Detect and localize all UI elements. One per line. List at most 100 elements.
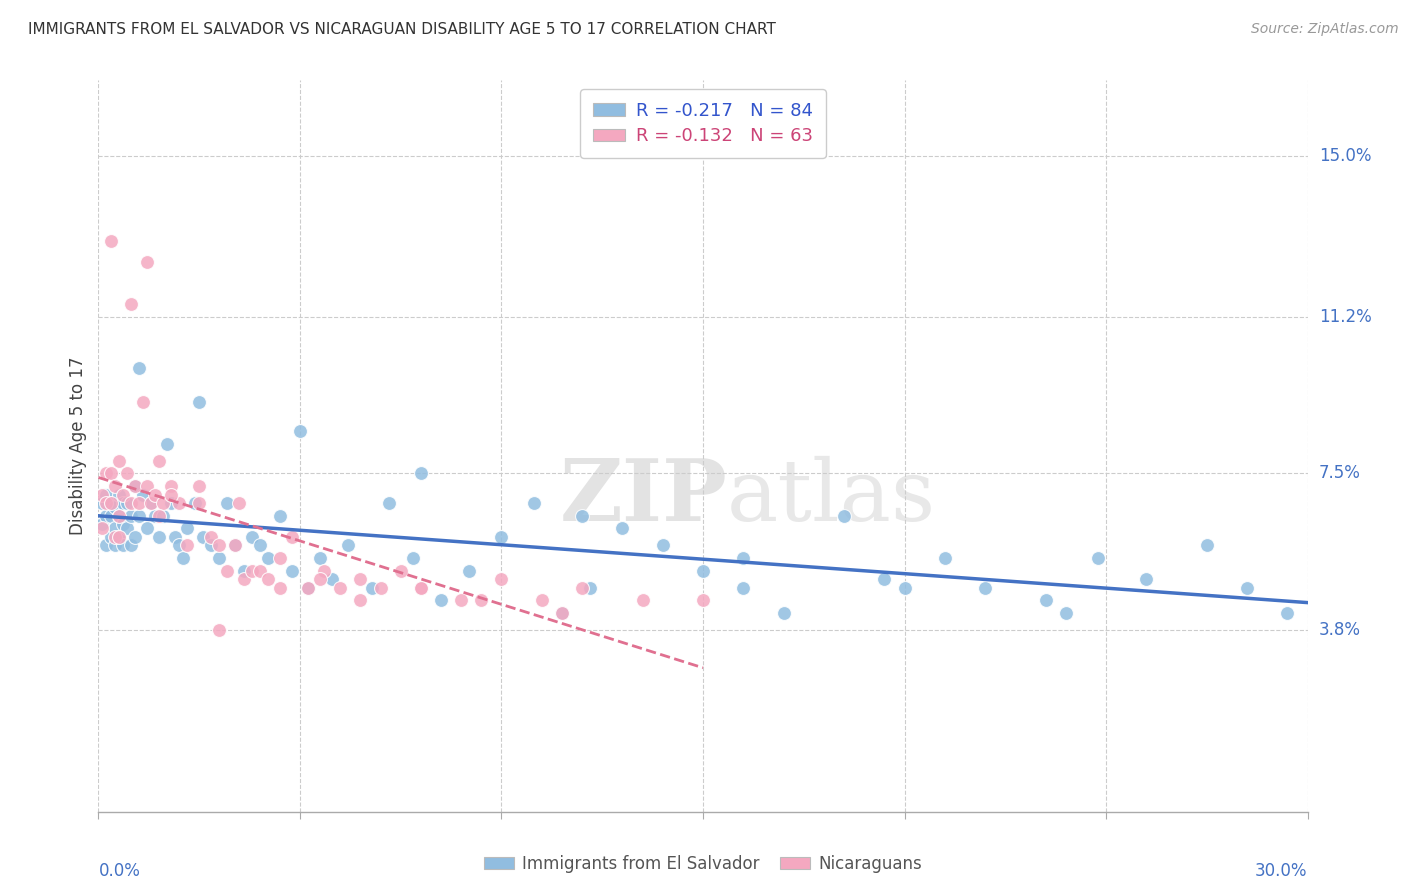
Point bbox=[1135, 572, 1157, 586]
Point bbox=[100, 530, 122, 544]
Point bbox=[1087, 551, 1109, 566]
Point bbox=[269, 581, 291, 595]
Point bbox=[107, 508, 129, 523]
Text: 7.5%: 7.5% bbox=[1319, 465, 1361, 483]
Point bbox=[208, 623, 231, 637]
Point bbox=[377, 496, 399, 510]
Point bbox=[733, 551, 755, 566]
Point bbox=[163, 530, 186, 544]
Point bbox=[135, 521, 157, 535]
Point bbox=[470, 593, 492, 607]
Text: 3.8%: 3.8% bbox=[1319, 621, 1361, 639]
Point bbox=[450, 593, 472, 607]
Text: 15.0%: 15.0% bbox=[1319, 147, 1371, 165]
Point bbox=[124, 479, 146, 493]
Point bbox=[115, 521, 138, 535]
Point bbox=[107, 530, 129, 544]
Point bbox=[176, 538, 198, 552]
Point bbox=[200, 530, 222, 544]
Point bbox=[1236, 581, 1258, 595]
Point bbox=[249, 538, 271, 552]
Point bbox=[103, 500, 125, 515]
Point bbox=[160, 479, 183, 493]
Point bbox=[96, 538, 118, 552]
Point bbox=[91, 517, 114, 532]
Point bbox=[240, 530, 263, 544]
Point bbox=[349, 572, 371, 586]
Text: atlas: atlas bbox=[727, 456, 936, 539]
Text: 11.2%: 11.2% bbox=[1319, 308, 1371, 326]
Point bbox=[349, 593, 371, 607]
Point bbox=[96, 508, 118, 523]
Point bbox=[111, 488, 134, 502]
Point bbox=[208, 538, 231, 552]
Point bbox=[172, 551, 194, 566]
Point bbox=[329, 581, 352, 595]
Point bbox=[361, 581, 384, 595]
Point bbox=[409, 581, 432, 595]
Y-axis label: Disability Age 5 to 17: Disability Age 5 to 17 bbox=[69, 357, 87, 535]
Point bbox=[107, 454, 129, 468]
Point bbox=[111, 538, 134, 552]
Point bbox=[176, 521, 198, 535]
Point bbox=[832, 508, 855, 523]
Point bbox=[491, 572, 513, 586]
Text: 30.0%: 30.0% bbox=[1256, 863, 1308, 880]
Point bbox=[571, 508, 593, 523]
Point bbox=[337, 538, 360, 552]
Point bbox=[1054, 606, 1077, 620]
Point bbox=[297, 581, 319, 595]
Point bbox=[115, 496, 138, 510]
Point bbox=[128, 360, 150, 375]
Point bbox=[167, 538, 190, 552]
Point bbox=[228, 496, 250, 510]
Point bbox=[458, 564, 481, 578]
Point bbox=[309, 572, 332, 586]
Point bbox=[631, 593, 654, 607]
Point bbox=[152, 496, 174, 510]
Point bbox=[692, 593, 714, 607]
Legend: R = -0.217   N = 84, R = -0.132   N = 63: R = -0.217 N = 84, R = -0.132 N = 63 bbox=[581, 89, 825, 158]
Point bbox=[132, 394, 155, 409]
Point bbox=[96, 467, 118, 481]
Point bbox=[1195, 538, 1218, 552]
Point bbox=[152, 508, 174, 523]
Point bbox=[103, 479, 125, 493]
Point bbox=[143, 488, 166, 502]
Point bbox=[224, 538, 246, 552]
Point bbox=[256, 551, 278, 566]
Text: Source: ZipAtlas.com: Source: ZipAtlas.com bbox=[1251, 22, 1399, 37]
Point bbox=[934, 551, 956, 566]
Point bbox=[100, 234, 122, 248]
Point bbox=[772, 606, 794, 620]
Point bbox=[193, 530, 215, 544]
Point bbox=[96, 488, 118, 502]
Point bbox=[232, 572, 254, 586]
Point bbox=[217, 564, 239, 578]
Point bbox=[430, 593, 453, 607]
Point bbox=[103, 538, 125, 552]
Point bbox=[107, 530, 129, 544]
Point bbox=[309, 551, 332, 566]
Point bbox=[135, 255, 157, 269]
Point bbox=[491, 530, 513, 544]
Point bbox=[571, 581, 593, 595]
Point bbox=[91, 488, 114, 502]
Point bbox=[188, 394, 211, 409]
Point bbox=[139, 496, 162, 510]
Point bbox=[107, 488, 129, 502]
Point bbox=[124, 530, 146, 544]
Point bbox=[269, 508, 291, 523]
Point bbox=[551, 606, 574, 620]
Point bbox=[188, 479, 211, 493]
Point bbox=[1035, 593, 1057, 607]
Point bbox=[120, 508, 142, 523]
Point bbox=[314, 564, 336, 578]
Point bbox=[91, 496, 114, 510]
Point bbox=[120, 297, 142, 311]
Point bbox=[217, 496, 239, 510]
Point bbox=[132, 488, 155, 502]
Point bbox=[1277, 606, 1299, 620]
Point bbox=[208, 551, 231, 566]
Point bbox=[188, 496, 211, 510]
